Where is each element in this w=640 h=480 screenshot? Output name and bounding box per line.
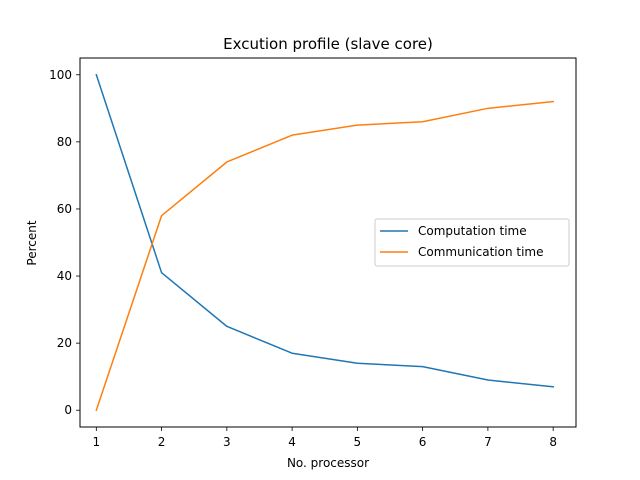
plot-frame bbox=[79, 57, 577, 428]
chart-title: Excution profile (slave core) bbox=[223, 35, 433, 53]
x-tick-label: 2 bbox=[158, 435, 166, 449]
x-tick-label: 1 bbox=[92, 435, 100, 449]
legend: Computation time Communication time bbox=[374, 218, 570, 267]
x-tick-label: 4 bbox=[288, 435, 296, 449]
x-axis: 1 2 3 4 5 6 7 8 bbox=[92, 427, 557, 449]
y-tick-label: 60 bbox=[57, 202, 72, 216]
x-tick-label: 7 bbox=[484, 435, 492, 449]
x-tick-label: 5 bbox=[354, 435, 362, 449]
y-tick-label: 100 bbox=[49, 68, 72, 82]
series-line-2 bbox=[95, 100, 554, 412]
y-tick-label: 80 bbox=[57, 135, 72, 149]
legend-box bbox=[374, 218, 570, 267]
legend-label-2: Communication time bbox=[418, 245, 544, 259]
series-line-1 bbox=[95, 73, 554, 388]
y-axis: 0 20 40 60 80 100 bbox=[49, 68, 80, 417]
y-tick-label: 40 bbox=[57, 269, 72, 283]
legend-label-1: Computation time bbox=[418, 224, 527, 238]
x-tick-label: 8 bbox=[549, 435, 557, 449]
y-tick-label: 0 bbox=[64, 403, 72, 417]
y-axis-label: Percent bbox=[25, 220, 39, 265]
x-axis-label: No. processor bbox=[287, 456, 369, 470]
y-tick-label: 20 bbox=[57, 336, 72, 350]
x-tick-label: 6 bbox=[419, 435, 427, 449]
plot-area bbox=[95, 73, 554, 412]
x-tick-label: 3 bbox=[223, 435, 231, 449]
